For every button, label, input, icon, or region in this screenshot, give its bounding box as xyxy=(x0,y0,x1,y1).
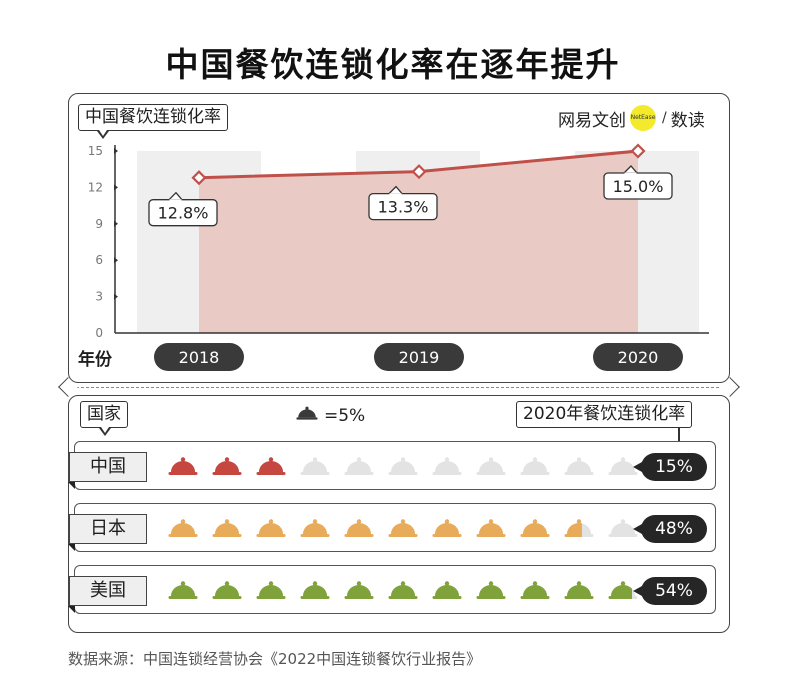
data-label-box xyxy=(603,172,673,200)
y-tick-mark xyxy=(114,220,118,227)
country-column-label: 国家 xyxy=(80,401,128,436)
data-label: 15.0% xyxy=(613,177,664,196)
icon-row xyxy=(161,579,645,601)
cloche-icon xyxy=(205,579,249,601)
x-tick-label: 2018 xyxy=(179,348,220,367)
cloche-icon xyxy=(425,455,469,477)
line-chart: 0 3 6 9 12 15 12.8% 13.3% 15.0% 2018 2019 2020 xyxy=(88,143,709,371)
cloche-icon xyxy=(249,517,293,539)
cloche-icon xyxy=(425,517,469,539)
cloche-icon xyxy=(293,517,337,539)
legend: =5% xyxy=(296,404,365,427)
cloche-icon xyxy=(205,455,249,477)
y-tick-mark xyxy=(114,184,118,191)
icon-row xyxy=(161,517,645,539)
cloche-icon xyxy=(296,404,318,427)
cloche-icon xyxy=(513,579,557,601)
rate-badge: 54% xyxy=(633,577,707,605)
x-axis-title: 年份 xyxy=(78,350,112,370)
rate-column-label: 2020年餐饮连锁化率 xyxy=(516,401,693,428)
cloche-icon xyxy=(205,517,249,539)
country-label: 日本 xyxy=(68,514,147,551)
cloche-icon xyxy=(469,579,513,601)
country-label: 美国 xyxy=(68,576,147,613)
y-tick-mark xyxy=(114,148,118,154)
x-category-pill xyxy=(593,343,683,371)
y-tick-label: 15 xyxy=(88,144,103,158)
x-category-pill xyxy=(154,343,244,371)
country-label: 中国 xyxy=(68,452,147,489)
cloche-icon xyxy=(161,517,205,539)
cloche-icon xyxy=(161,455,205,477)
x-tick-label: 2020 xyxy=(618,348,659,367)
brand-left-text: 网易文创 xyxy=(558,110,626,131)
cloche-icon xyxy=(381,517,425,539)
cloche-icon xyxy=(425,579,469,601)
cloche-icon xyxy=(293,455,337,477)
cloche-icon xyxy=(557,579,601,601)
source-note: 数据来源：中国连锁经营协会《2022中国连锁餐饮行业报告》 xyxy=(68,650,482,668)
y-tick-mark xyxy=(114,293,118,300)
rate-badge: 15% xyxy=(633,453,707,481)
y-tick-label: 6 xyxy=(95,253,103,267)
y-tick-label: 9 xyxy=(95,217,103,231)
data-label-box xyxy=(148,199,218,227)
y-tick-label: 3 xyxy=(95,290,103,304)
cloche-icon xyxy=(469,455,513,477)
country-row-japan: 日本 48% xyxy=(68,503,716,552)
cloche-icon xyxy=(601,455,645,477)
cloche-icon xyxy=(381,455,425,477)
cloche-icon xyxy=(381,579,425,601)
cloche-icon xyxy=(601,579,645,601)
data-point xyxy=(191,170,207,186)
rate-label-connector xyxy=(678,428,680,442)
data-label-box xyxy=(368,192,438,221)
data-label-gap xyxy=(169,199,182,202)
cloche-icon xyxy=(249,579,293,601)
cloche-icon xyxy=(469,517,513,539)
cloche-icon xyxy=(513,517,557,539)
rate-badge: 48% xyxy=(633,515,707,543)
legend-value: =5% xyxy=(324,405,366,426)
cloche-icon xyxy=(337,579,381,601)
x-tick-label: 2019 xyxy=(399,348,440,367)
x-category-pill xyxy=(374,343,464,371)
cloche-icon xyxy=(513,455,557,477)
cloche-icon xyxy=(249,455,293,477)
data-point xyxy=(411,164,427,180)
data-label: 12.8% xyxy=(158,204,209,223)
data-label-gap xyxy=(389,193,402,196)
cloche-icon xyxy=(161,579,205,601)
cloche-icon xyxy=(337,455,381,477)
brand-circle-icon: NetEase xyxy=(630,105,656,131)
y-tick-label: 0 xyxy=(95,326,103,340)
country-row-china: 中国 15% xyxy=(68,441,716,490)
cloche-icon xyxy=(337,517,381,539)
brand-logo: 网易文创 NetEase / 数读 xyxy=(558,104,705,132)
brand-right-text: 数读 xyxy=(670,110,705,131)
data-point xyxy=(630,143,646,159)
area-fill xyxy=(199,151,638,333)
page-title: 中国餐饮连锁化率在逐年提升 xyxy=(165,45,621,84)
country-row-usa: 美国 54% xyxy=(68,565,716,614)
cloche-icon xyxy=(557,455,601,477)
brand-slash: / xyxy=(662,110,667,126)
chart-card: 0 3 6 9 12 15 12.8% 13.3% 15.0% 2018 2019 2020 xyxy=(68,93,730,383)
y-axis-title: 中国餐饮连锁化率 xyxy=(78,104,228,139)
data-label: 13.3% xyxy=(378,198,429,217)
divider xyxy=(76,387,724,388)
y-tick-label: 12 xyxy=(88,180,103,194)
cloche-icon xyxy=(293,579,337,601)
data-label-gap xyxy=(624,172,637,175)
cloche-icon xyxy=(557,517,601,539)
y-tick-mark xyxy=(114,257,118,264)
icon-row xyxy=(161,455,645,477)
cloche-icon xyxy=(601,517,645,539)
